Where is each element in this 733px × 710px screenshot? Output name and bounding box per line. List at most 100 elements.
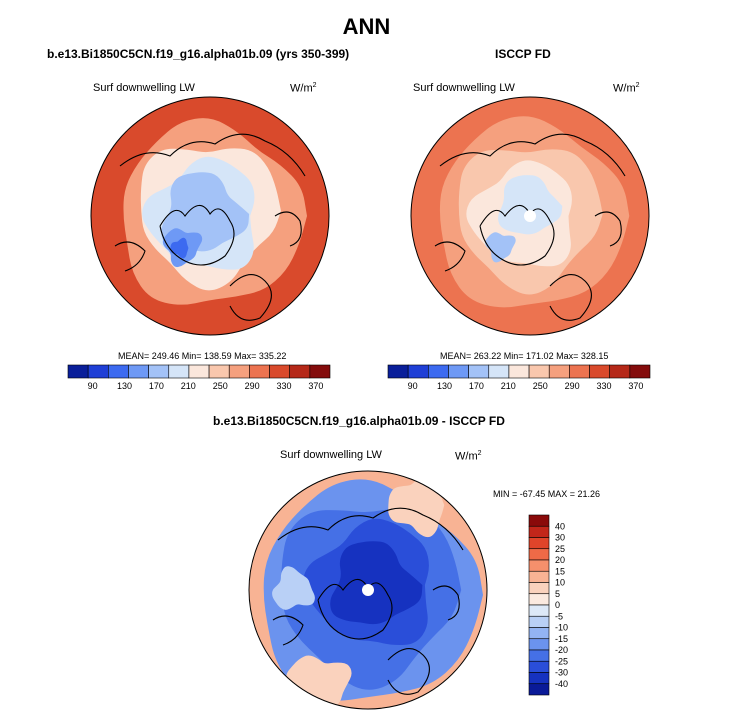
- colorbar-swatch: [528, 604, 550, 617]
- colorbar-swatch: [528, 593, 550, 606]
- panel3-stats: MIN = -67.45 MAX = 21.26: [493, 489, 601, 499]
- colorbar-swatch: [148, 364, 170, 379]
- polar-missing-data-marker: [524, 210, 536, 222]
- coastline: [432, 585, 460, 621]
- colorbar-swatch: [309, 364, 331, 379]
- colorbar-tick-label: 250: [213, 381, 228, 391]
- colorbar-tick-label: 0: [555, 600, 560, 610]
- colorbar-tick-label: 290: [565, 381, 580, 391]
- colorbar-swatch: [609, 364, 631, 379]
- colorbar-swatch: [528, 672, 550, 685]
- contour-field-level: [485, 232, 516, 263]
- panel3-variable-label: Surf downwelling LW: [280, 449, 382, 461]
- colorbar-tick-label: 10: [555, 578, 565, 588]
- panel2-variable-label: Surf downwelling LW: [413, 82, 515, 94]
- colorbar-tick-label: 290: [245, 381, 260, 391]
- colorbar-tick-label: -5: [555, 611, 563, 621]
- colorbar-swatch: [589, 364, 610, 379]
- panel2-units: W/m2: [613, 82, 640, 95]
- map-boundary-circle: [90, 96, 330, 336]
- colorbar-swatch: [228, 364, 250, 379]
- colorbar-tick-label: 20: [555, 555, 565, 565]
- colorbar-tick-label: 5: [555, 589, 560, 599]
- colorbar-swatch: [468, 364, 490, 379]
- colorbar-tick-label: 130: [437, 381, 452, 391]
- coastline: [439, 133, 626, 177]
- colorbar-swatch: [569, 364, 590, 379]
- colorbar-swatch: [528, 649, 550, 662]
- colorbar-tick-label: -30: [555, 668, 568, 678]
- colorbar-tick-label: 90: [88, 381, 98, 391]
- panel1-colorbar: 90 130 170 210 250 290 330 370: [67, 364, 331, 391]
- colorbar-tick-label: 210: [501, 381, 516, 391]
- panel2-polar-map: [410, 96, 650, 336]
- colorbar-swatch: [407, 364, 429, 379]
- panel2-stats: MEAN= 263.22 Min= 171.02 Max= 328.15: [440, 351, 609, 361]
- colorbar-swatch: [269, 364, 290, 379]
- colorbar-tick-label: -10: [555, 623, 568, 633]
- colorbar-swatch: [528, 638, 550, 651]
- colorbar-tick-label: 40: [555, 521, 565, 531]
- colorbar-swatch: [188, 364, 210, 379]
- colorbar-swatch: [87, 364, 109, 379]
- colorbar-swatch: [528, 525, 550, 538]
- panel3-polar-map: [248, 470, 488, 710]
- page-title: ANN: [342, 14, 391, 39]
- colorbar-tick-label: 90: [408, 381, 418, 391]
- colorbar-swatch: [528, 582, 550, 595]
- colorbar-tick-label: 30: [555, 533, 565, 543]
- colorbar-swatch: [528, 615, 550, 628]
- colorbar-tick-label: 370: [308, 381, 323, 391]
- coastline: [317, 578, 393, 640]
- coastline: [119, 133, 306, 177]
- coastline: [594, 211, 622, 247]
- colorbar-tick-label: -20: [555, 645, 568, 655]
- colorbar-tick-label: 15: [555, 566, 565, 576]
- coastline: [387, 648, 430, 695]
- coastline: [274, 211, 302, 247]
- colorbar-swatch: [548, 364, 570, 379]
- colorbar-swatch: [528, 364, 550, 379]
- coastline: [114, 241, 146, 272]
- colorbar-swatch: [428, 364, 449, 379]
- colorbar-swatch: [289, 364, 311, 379]
- map-boundary-circle: [410, 96, 650, 336]
- colorbar-swatch: [629, 364, 651, 379]
- colorbar-swatch: [528, 683, 550, 696]
- panel1-stats: MEAN= 249.46 Min= 138.59 Max= 335.22: [118, 351, 287, 361]
- coastline: [159, 204, 235, 266]
- colorbar-tick-label: 130: [117, 381, 132, 391]
- colorbar-swatch: [67, 364, 89, 379]
- coastline: [272, 615, 304, 646]
- colorbar-tick-label: -40: [555, 679, 568, 689]
- colorbar-tick-label: 25: [555, 544, 565, 554]
- coastline: [277, 507, 464, 551]
- coastline: [229, 274, 272, 321]
- panel1-polar-map: [90, 96, 330, 336]
- colorbar-swatch: [168, 364, 190, 379]
- colorbar-swatch: [528, 627, 550, 640]
- colorbar-tick-label: 330: [276, 381, 291, 391]
- colorbar-swatch: [528, 514, 550, 527]
- colorbar-swatch: [508, 364, 530, 379]
- colorbar-swatch: [528, 548, 550, 561]
- panel1-units: W/m2: [290, 82, 317, 95]
- contour-field-level: [170, 237, 189, 259]
- colorbar-swatch: [128, 364, 149, 379]
- colorbar-swatch: [387, 364, 409, 379]
- colorbar-tick-label: -25: [555, 656, 568, 666]
- coastline: [549, 274, 592, 321]
- panel3-case-title: b.e13.Bi1850C5CN.f19_g16.alpha01b.09 - I…: [213, 414, 505, 428]
- colorbar-swatch: [108, 364, 129, 379]
- panel1-case-title: b.e13.Bi1850C5CN.f19_g16.alpha01b.09 (yr…: [47, 47, 350, 61]
- panel2-case-title: ISCCP FD: [495, 47, 551, 61]
- colorbar-swatch: [528, 537, 550, 550]
- coastline: [479, 204, 555, 266]
- colorbar-swatch: [208, 364, 230, 379]
- colorbar-swatch: [528, 660, 550, 673]
- colorbar-tick-label: -15: [555, 634, 568, 644]
- colorbar-tick-label: 250: [533, 381, 548, 391]
- colorbar-swatch: [488, 364, 510, 379]
- panel2-colorbar: 90 130 170 210 250 290 330 370: [387, 364, 651, 391]
